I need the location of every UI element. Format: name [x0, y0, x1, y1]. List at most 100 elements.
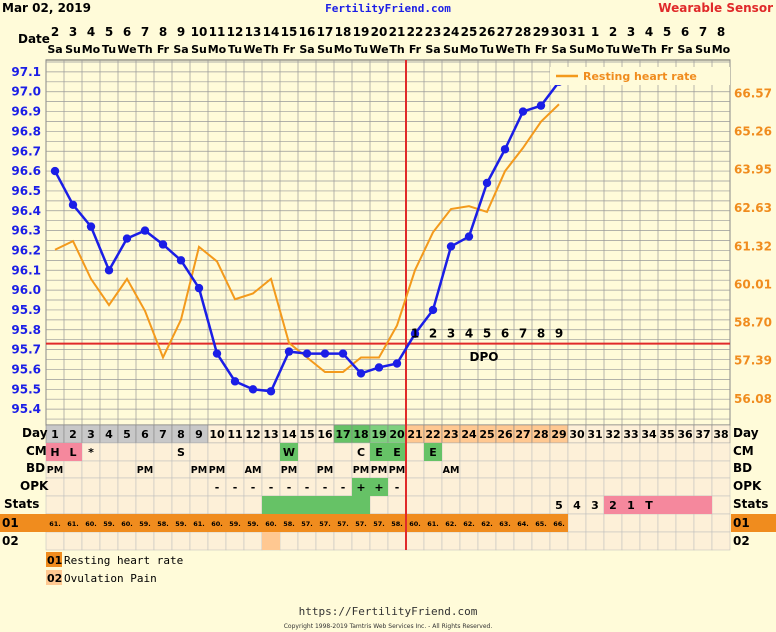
c2-cell: [117, 531, 137, 551]
opk-cell: [603, 477, 623, 497]
site-name[interactable]: FertilityFriend.com: [325, 2, 451, 15]
cm-value: S: [177, 446, 185, 459]
bd-cell: [117, 460, 137, 479]
cycle-day-label: 8: [177, 428, 185, 441]
stats-cell: [225, 495, 245, 515]
legend-rhr-label: Resting heart rate: [583, 70, 697, 83]
custom1-cell: [442, 514, 460, 532]
cm-value: H: [50, 446, 59, 459]
date-tick-label: 7: [141, 25, 149, 39]
stats-cell: [171, 495, 191, 515]
date-tick-label: 11: [209, 25, 226, 39]
c2-cell: [585, 531, 605, 551]
opk-positive-cell: [352, 478, 370, 496]
custom-legend-02-label: Ovulation Pain: [64, 572, 157, 585]
y-right-tick-label: 56.08: [734, 392, 772, 406]
dpo-number: 3: [447, 327, 455, 341]
stats-cell: [63, 495, 83, 515]
custom1-cell: [136, 514, 154, 532]
dpo-number: 4: [465, 327, 473, 341]
footer-url[interactable]: https://FertilityFriend.com: [299, 605, 478, 618]
row-label-day-right: Day: [733, 426, 759, 440]
temp-point: [374, 363, 384, 372]
weekday-tick-label: Su: [317, 43, 333, 56]
opk-cell: [45, 477, 65, 497]
weekday-tick-label: We: [117, 43, 136, 56]
cm-cell: [711, 442, 731, 462]
y-left-tick-label: 95.4: [11, 402, 41, 416]
row-label-opk-right: OPK: [733, 479, 762, 493]
y-right-tick-label: 62.63: [734, 201, 772, 215]
y-right-tick-label: 60.01: [734, 277, 772, 291]
custom1-value: 61.: [193, 520, 205, 528]
date-tick-label: 13: [245, 25, 262, 39]
c2-cell: [63, 531, 83, 551]
cycle-day-label: 37: [695, 428, 710, 441]
cm-cell: [603, 442, 623, 462]
cycle-day-label: 9: [195, 428, 203, 441]
row-label-cm: CM: [26, 444, 47, 458]
opk-cell: [531, 477, 551, 497]
date-tick-label: 3: [627, 25, 635, 39]
stats-pink-cell: [694, 496, 712, 514]
cm-value: *: [88, 446, 94, 459]
cm-color-cell: [64, 443, 82, 461]
cm-value: W: [283, 446, 295, 459]
opk-cell: [585, 477, 605, 497]
cm-cell: [459, 442, 479, 462]
custom1-value: 60.: [121, 520, 133, 528]
custom1-value: 66.: [553, 520, 565, 528]
cycle-day-label: 1: [51, 428, 59, 441]
custom2-cell: [262, 532, 280, 550]
bd-cell: [297, 460, 317, 479]
opk-value: -: [341, 481, 346, 494]
cycle-day-label: 5: [123, 428, 131, 441]
c1-cell: [585, 513, 605, 533]
y-left-tick-label: 95.8: [11, 323, 41, 337]
c1-cell: [693, 513, 713, 533]
y-left-tick-label: 96.9: [11, 105, 41, 119]
bd-cell: [459, 460, 479, 479]
stats-value: 1: [627, 499, 635, 512]
cm-cell: [189, 442, 209, 462]
c1-cell: [639, 513, 659, 533]
date-tick-label: 18: [335, 25, 352, 39]
date-tick-label: 20: [371, 25, 388, 39]
weekday-tick-label: Th: [389, 43, 404, 56]
temp-point: [518, 107, 528, 116]
date-tick-label: 3: [69, 25, 77, 39]
opk-value: -: [215, 481, 220, 494]
cycle-day-label: 2: [69, 428, 77, 441]
custom1-value: 57.: [373, 520, 385, 528]
temp-point: [140, 226, 150, 235]
cm-cell: [639, 442, 659, 462]
temp-point: [68, 200, 78, 210]
date-tick-label: 7: [699, 25, 707, 39]
y-left-tick-label: 97.0: [11, 85, 41, 99]
date-tick-label: 5: [663, 25, 671, 39]
stats-cell: [189, 495, 209, 515]
cycle-day-label: 17: [335, 428, 350, 441]
bd-value: PM: [209, 465, 225, 476]
legend-box: [550, 67, 730, 85]
weekday-tick-label: Su: [191, 43, 207, 56]
c2-cell: [513, 531, 533, 551]
date-tick-label: 30: [551, 25, 568, 39]
y-left-tick-label: 95.9: [11, 303, 41, 317]
custom1-cell: [64, 514, 82, 532]
custom1-cell: [100, 514, 118, 532]
fertile-window-cell: [298, 496, 316, 514]
weekday-tick-label: Su: [65, 43, 81, 56]
cycle-day-label: 10: [209, 428, 225, 441]
weekday-tick-label: Th: [641, 43, 656, 56]
opk-cell: [639, 477, 659, 497]
date-tick-label: 6: [681, 25, 689, 39]
row-label-bd-right: BD: [733, 461, 752, 475]
y-right-tick-label: 61.32: [734, 239, 772, 253]
cycle-day-label: 3: [87, 428, 95, 441]
c2-cell: [279, 531, 299, 551]
c2-cell: [459, 531, 479, 551]
weekday-tick-label: Mo: [712, 43, 731, 56]
weekday-tick-label: Fr: [661, 43, 674, 56]
cm-cell: [495, 442, 515, 462]
